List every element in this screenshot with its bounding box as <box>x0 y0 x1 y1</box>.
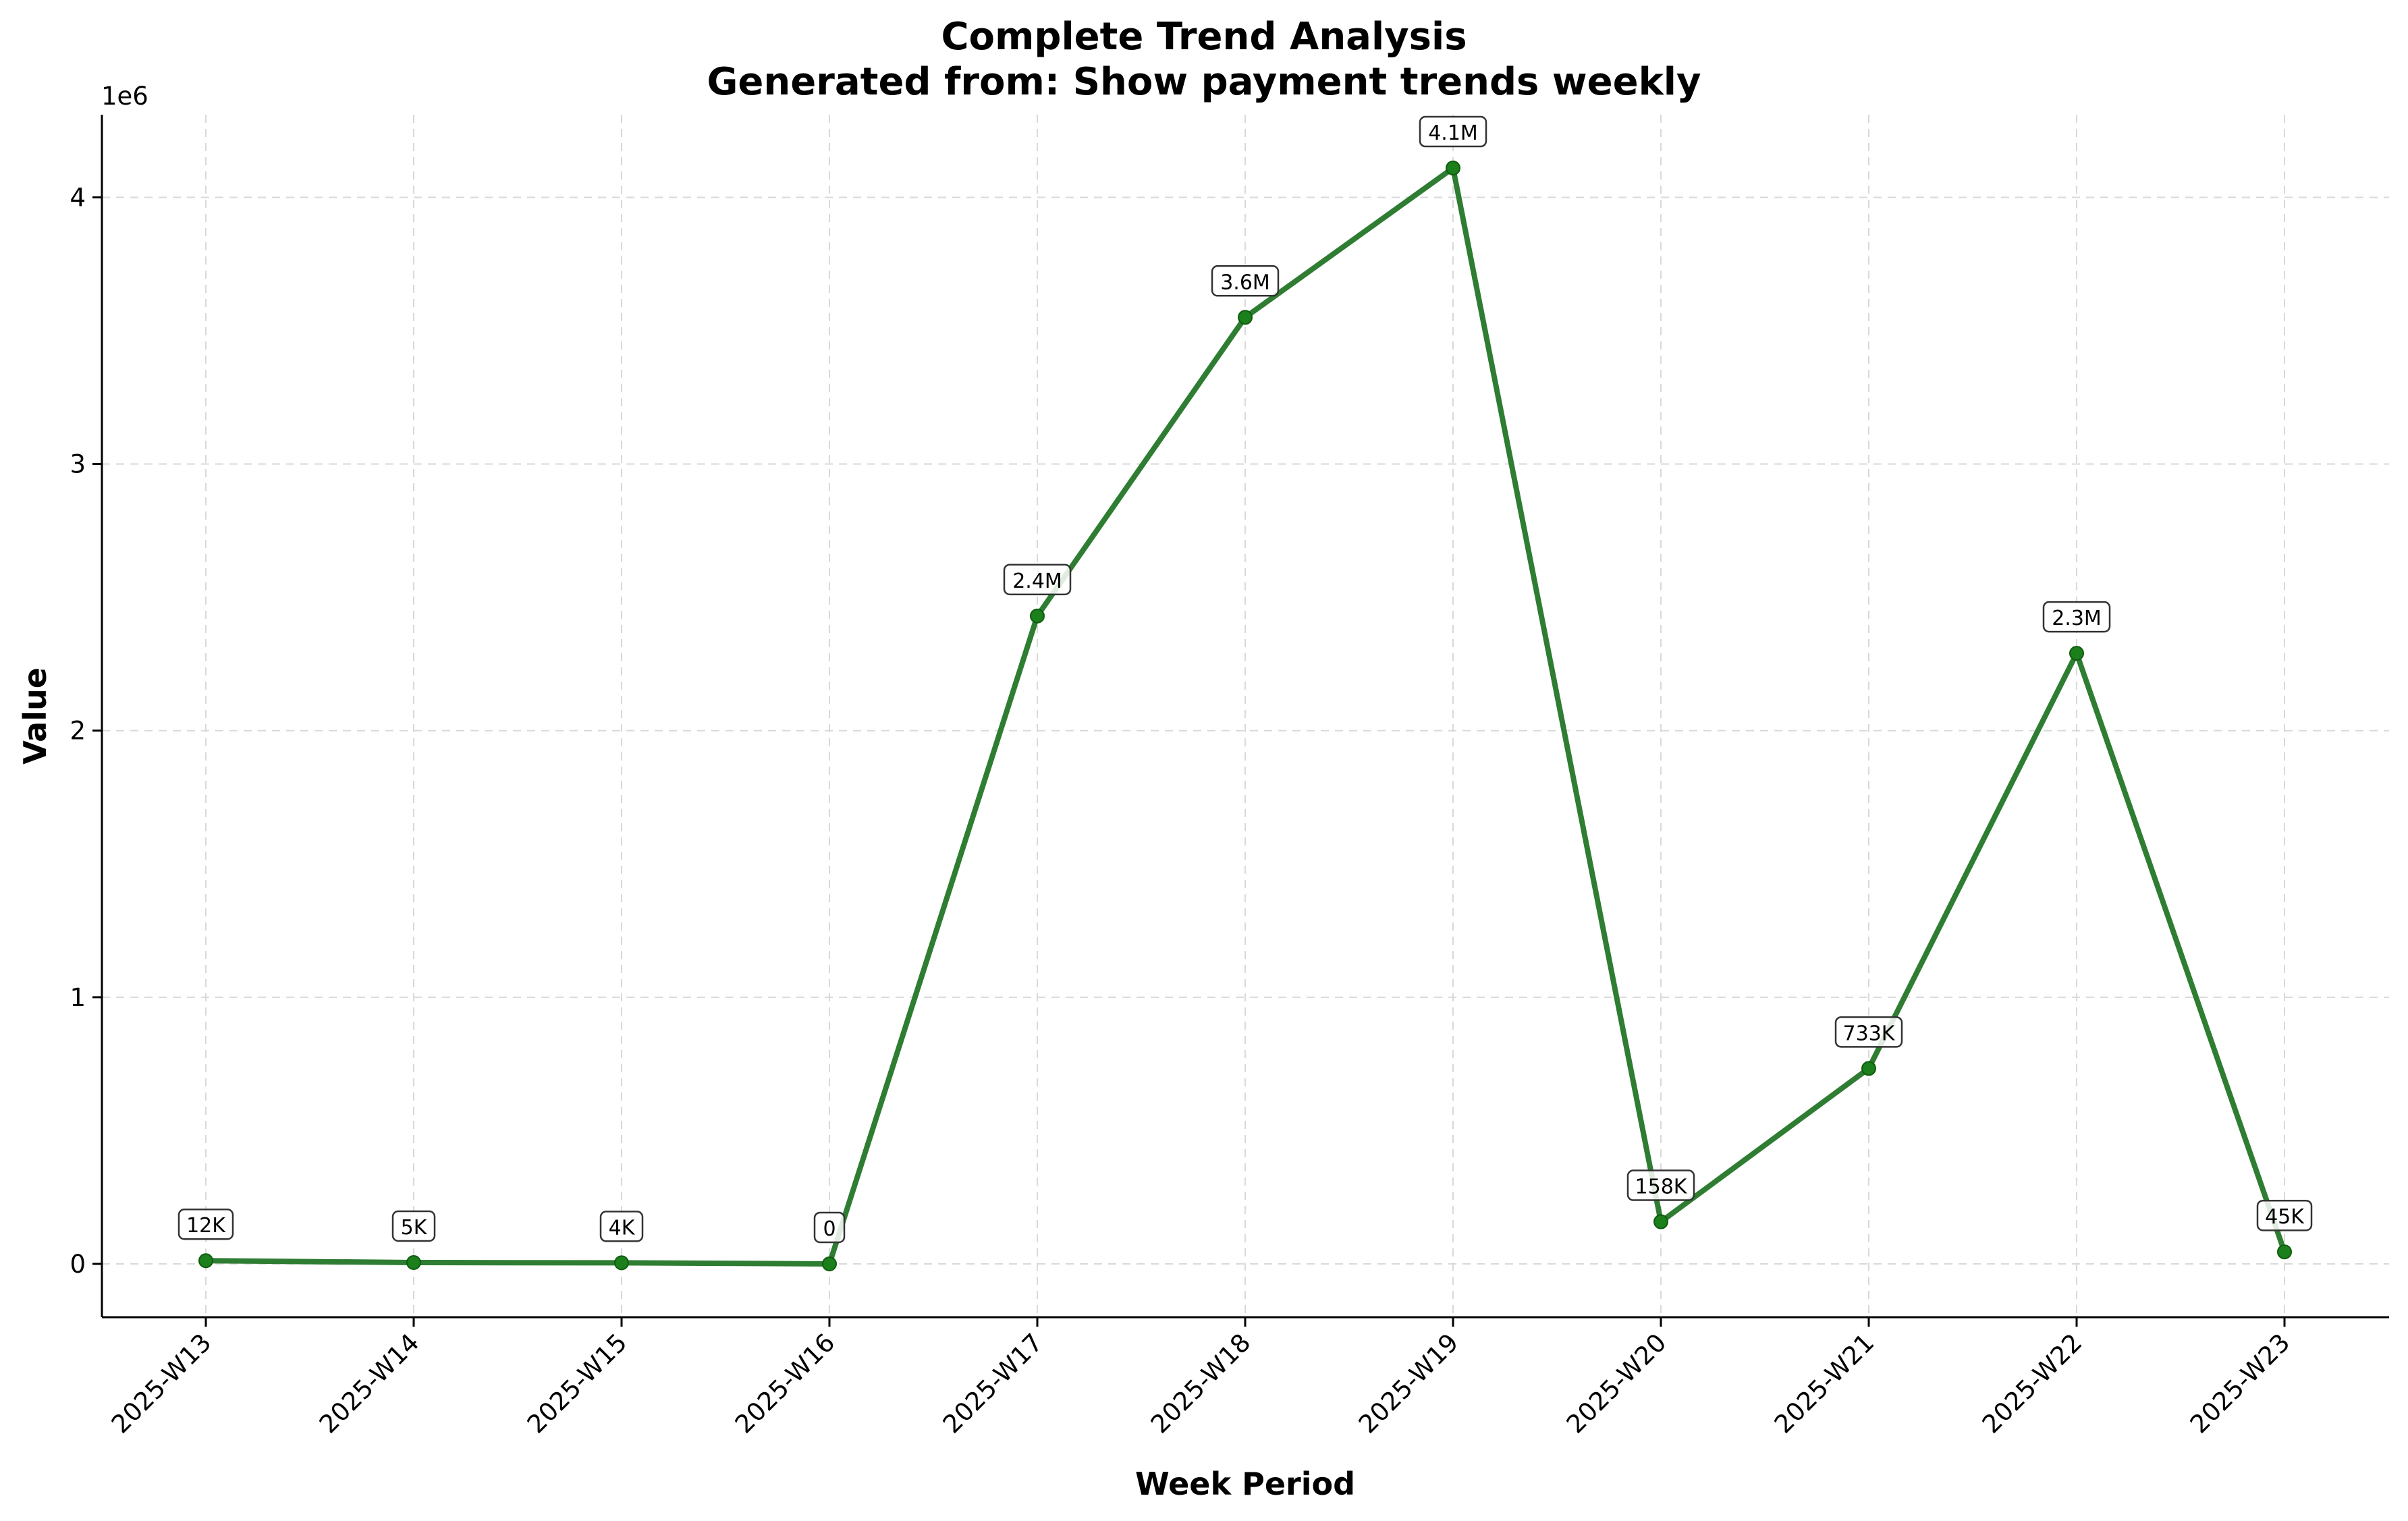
y-tick-layer: 0 1 2 3 4 <box>70 183 102 1279</box>
x-tick-label: 2025-W21 <box>1769 1328 1880 1439</box>
data-point <box>198 1253 213 1269</box>
data-point <box>406 1255 421 1270</box>
data-label-box <box>1419 115 1487 148</box>
data-point <box>822 1256 837 1271</box>
data-label-box <box>177 1208 234 1240</box>
y-axis-label: Value <box>17 667 53 765</box>
data-label: 2.4M <box>1003 563 1072 596</box>
x-tick-label: 2025-W19 <box>1353 1328 1465 1439</box>
data-label-text: 0 <box>823 1217 836 1241</box>
data-point <box>614 1255 629 1271</box>
data-label-layer: 12K 5K 4K 0 2.4M 3.6M 4.1M 158K 733K 2.3M 45K <box>177 115 2313 1244</box>
data-label-box <box>1626 1169 1695 1201</box>
y-axis-offset-label: 1e6 <box>101 82 148 111</box>
data-label-box <box>2042 601 2111 633</box>
x-tick-label: 2025-W20 <box>1561 1328 1672 1439</box>
x-tick-label: 2025-W22 <box>1977 1328 2088 1439</box>
y-tick-label: 1 <box>70 983 86 1012</box>
grid-layer <box>102 115 2389 1317</box>
data-label: 45K <box>2256 1199 2313 1232</box>
data-label-text: 5K <box>401 1216 428 1240</box>
y-tick-label: 2 <box>70 717 86 746</box>
data-label: 2.3M <box>2042 601 2111 633</box>
data-point <box>2069 646 2084 661</box>
x-tick-label: 2025-W23 <box>2185 1328 2296 1439</box>
data-label-box <box>391 1210 436 1242</box>
data-point <box>2277 1244 2292 1260</box>
data-point <box>1861 1061 1876 1076</box>
data-label-text: 733K <box>1843 1022 1896 1045</box>
data-label-text: 2.4M <box>1012 570 1062 593</box>
data-label: 3.6M <box>1211 265 1280 297</box>
x-tick-label: 2025-W17 <box>937 1328 1049 1439</box>
data-label-text: 3.6M <box>1220 271 1270 294</box>
data-label: 158K <box>1626 1169 1695 1201</box>
data-point <box>1030 608 1045 624</box>
data-label: 12K <box>177 1208 234 1240</box>
data-label-text: 45K <box>2265 1205 2305 1229</box>
data-label-box <box>1834 1016 1903 1048</box>
data-label-box <box>813 1211 846 1244</box>
data-label-text: 158K <box>1635 1176 1688 1199</box>
x-tick-layer: 2025-W13 2025-W14 2025-W15 2025-W16 2025-W17… <box>106 1317 2296 1439</box>
y-tick-label: 4 <box>70 183 86 212</box>
chart-subtitle: Generated from: Show payment trends week… <box>707 60 1701 104</box>
y-tick-label: 0 <box>70 1250 86 1279</box>
data-point <box>1446 161 1460 176</box>
x-tick-label: 2025-W18 <box>1145 1328 1257 1439</box>
data-label: 0 <box>813 1211 846 1244</box>
x-tick-label: 2025-W15 <box>522 1328 633 1439</box>
data-label: 5K <box>391 1210 436 1242</box>
x-tick-label: 2025-W14 <box>314 1328 425 1439</box>
data-label-box <box>599 1211 644 1242</box>
data-label-text: 4.1M <box>1428 121 1478 145</box>
data-label-box <box>1211 265 1280 297</box>
data-point <box>1653 1214 1668 1229</box>
chart-title: Complete Trend Analysis <box>941 15 1467 59</box>
data-label: 733K <box>1834 1016 1903 1048</box>
x-tick-label: 2025-W13 <box>106 1328 217 1439</box>
x-tick-label: 2025-W16 <box>730 1328 841 1439</box>
y-tick-label: 3 <box>70 450 86 479</box>
data-label-text: 12K <box>186 1214 226 1238</box>
x-axis-label: Week Period <box>1135 1466 1355 1502</box>
data-point <box>1238 310 1253 325</box>
data-label: 4.1M <box>1419 115 1487 148</box>
data-label-box <box>2256 1199 2313 1232</box>
marker-layer <box>198 161 2292 1271</box>
data-label: 4K <box>599 1211 644 1242</box>
data-label-text: 2.3M <box>2052 607 2102 630</box>
data-label-text: 4K <box>609 1216 636 1240</box>
data-label-box <box>1003 563 1072 596</box>
